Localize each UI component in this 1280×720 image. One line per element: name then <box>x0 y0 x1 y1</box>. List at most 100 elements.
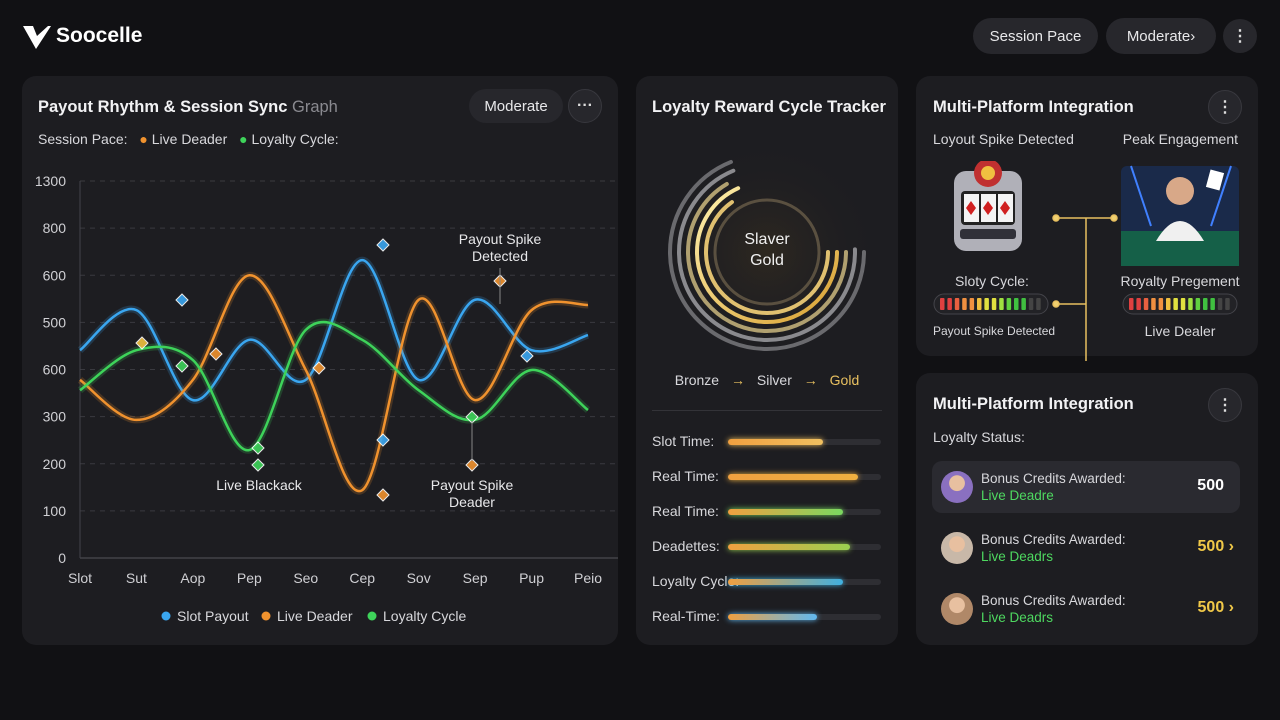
legend-swatch <box>161 611 171 621</box>
item-value: 500 <box>1198 599 1234 617</box>
legend-label: Live Deader <box>277 608 353 624</box>
item-value: 500 <box>1197 477 1224 494</box>
level-tick <box>1203 298 1208 310</box>
level-tick <box>1225 298 1230 310</box>
level-tick <box>1014 298 1019 310</box>
meter-track <box>728 509 881 515</box>
y-tick-label: 600 <box>43 362 67 378</box>
level-tick <box>1036 298 1041 310</box>
pace-label: Session Pace: ● Live Deader ● Loyalty Cy… <box>38 131 339 147</box>
mode-button[interactable]: Moderate <box>469 89 563 123</box>
pace-legend: Loyalty Cycle: <box>251 131 339 147</box>
avatar <box>941 593 973 625</box>
meter-fill <box>728 509 843 515</box>
level-tick <box>1006 298 1012 310</box>
meter-track <box>728 544 881 550</box>
mode-button[interactable]: Moderate <box>1106 18 1216 54</box>
level-tick <box>999 298 1004 310</box>
y-tick-label: 300 <box>43 409 67 425</box>
x-tick-label: Slot <box>68 570 92 586</box>
more-button[interactable]: ··· <box>568 89 602 123</box>
x-tick-label: Sut <box>126 570 147 586</box>
x-tick-label: Sep <box>463 570 488 586</box>
meter-fill <box>728 439 823 445</box>
level-tick <box>991 298 997 310</box>
tier: Gold <box>829 372 860 388</box>
meter-row: Real Time: <box>652 502 882 522</box>
status-item[interactable]: Bonus Credits Awarded: Live Deadrs 500 <box>932 522 1240 574</box>
meter-row: Loyalty Cycle: <box>652 572 882 592</box>
status-panel: Multi-Platform Integration ⋮ Loyalty Sta… <box>916 373 1258 645</box>
arrow: → <box>730 372 745 388</box>
payout-panel: Payout Rhythm & Session Sync Graph Moder… <box>22 76 618 645</box>
highlight-marker <box>251 458 265 472</box>
legend-dot: ● <box>139 131 148 147</box>
highlight-marker <box>312 361 326 375</box>
y-tick-label: 600 <box>43 267 67 283</box>
highlight-marker <box>465 458 479 472</box>
menu-button[interactable]: ⋮ <box>1208 90 1242 124</box>
avatar <box>941 471 973 503</box>
slot-footer: Payout Spike Detected <box>933 324 1056 338</box>
annotation: Payout Spike Detected <box>459 231 542 264</box>
meter-fill <box>728 614 817 620</box>
meter-label: Slot Time: <box>652 433 715 449</box>
y-tick-label: 500 <box>43 314 67 330</box>
loyalty-panel: Loyalty Reward Cycle Tracker Slaver Gold… <box>636 76 898 645</box>
legend-swatch <box>367 611 377 621</box>
legend-dot: ● <box>239 131 248 147</box>
reward-rings: Slaver Gold <box>652 137 882 367</box>
meter-row: Real-Time: <box>652 607 882 627</box>
level-tick <box>984 298 989 310</box>
meter-track <box>728 474 881 480</box>
slot-label: Sloty Cycle: <box>955 273 1029 289</box>
menu-button[interactable]: ⋮ <box>1208 388 1242 422</box>
level-tick <box>1028 298 1034 310</box>
menu-button[interactable]: ⋮ <box>1223 19 1257 53</box>
logo-icon <box>23 26 51 49</box>
tier: Bronze <box>674 372 720 388</box>
divider <box>652 410 882 411</box>
level-tick <box>969 298 975 310</box>
legend-swatch <box>261 611 271 621</box>
status-item[interactable]: Bonus Credits Awarded: Live Deadrs 500 <box>932 583 1240 635</box>
x-tick-label: Seo <box>293 570 318 586</box>
y-tick-label: 0 <box>58 550 66 566</box>
highlight-marker <box>175 359 189 373</box>
pace-text: Session Pace: <box>38 131 128 147</box>
meter-row: Slot Time: <box>652 432 882 452</box>
meter-row: Real Time: <box>652 467 882 487</box>
tier-path: Bronze → Silver → Gold <box>636 372 898 388</box>
dealer-label: Royalty Pregement <box>1120 273 1240 289</box>
title-suffix: Graph <box>292 98 338 116</box>
y-tick-label: 200 <box>43 456 67 472</box>
item-subtitle: Live Deadrs <box>981 549 1054 564</box>
status-item[interactable]: Bonus Credits Awarded: Live Deadre 500 <box>932 461 1240 513</box>
panel-title: Loyalty Reward Cycle Tracker <box>652 98 886 116</box>
pace-legend: Live Deader <box>151 131 228 147</box>
meter-track <box>728 614 881 620</box>
meter-fill <box>728 579 843 585</box>
level-tick <box>1136 298 1141 310</box>
avatar <box>941 532 973 564</box>
highlight-marker <box>376 433 390 447</box>
highlight-marker <box>175 293 189 307</box>
x-tick-label: Aop <box>180 570 205 586</box>
meter-label: Real Time: <box>652 468 719 484</box>
level-tick <box>1180 298 1186 310</box>
meter-row: Deadettes: <box>652 537 882 557</box>
status-label: Loyalty Status: <box>933 429 1025 445</box>
line-chart: 0 100 200 300 600 500 600 800 1300 Slot Sut Aop Pep S… <box>35 173 618 624</box>
level-tick <box>1210 298 1215 310</box>
caption: Loyout Spike Detected <box>933 131 1074 147</box>
session-pace-button[interactable]: Session Pace <box>973 18 1098 54</box>
series-line <box>79 273 589 493</box>
dealer-footer: Live Dealer <box>1144 323 1216 339</box>
title-text: Payout Rhythm & Session Sync <box>38 98 288 116</box>
level-tick <box>954 298 960 310</box>
annotation: Live Blackack <box>216 477 303 493</box>
item-title: Bonus Credits Awarded: <box>981 471 1126 486</box>
x-tick-label: Sov <box>407 570 431 586</box>
panel-title: Multi-Platform Integration <box>933 98 1134 116</box>
